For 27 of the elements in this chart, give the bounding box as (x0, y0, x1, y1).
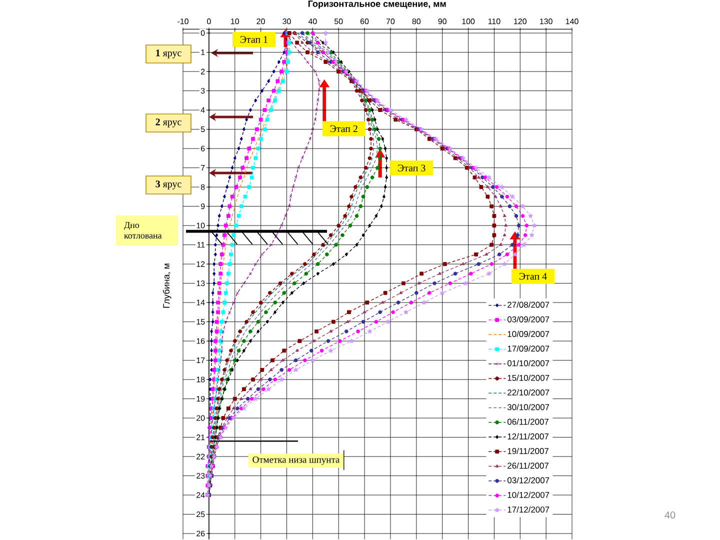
text: 3 ярус (156, 180, 182, 190)
legend-label: 03/12/2007 (507, 477, 550, 484)
annotation: Этап 2 (330, 125, 358, 132)
ref-line-label: Отметка низа шпунта (252, 456, 340, 465)
legend-label: 12/11/2007 (508, 433, 548, 440)
legend-label: 27/08/2007 (508, 302, 550, 308)
legend-label: 01/10/2007 (507, 360, 550, 366)
legend-label: 17/09/2007 (508, 345, 550, 352)
annotation: Этап 4 (519, 272, 547, 280)
text: 2 ярус (156, 118, 182, 128)
legend-label: 26/11/2007 (508, 462, 548, 469)
legend-label: 19/11/2007 (508, 448, 548, 454)
y-axis-title: Глубина, м (162, 264, 172, 308)
annotation: Этап 3 (398, 164, 426, 172)
legend-label: 17/12/2007 (508, 506, 550, 513)
x-axis-title: Горизонтальное смещение, мм (308, 0, 446, 9)
legend-label: 15/10/2007 (508, 374, 550, 381)
text: 40 (664, 511, 676, 519)
legend-label: 10/12/2007 (508, 492, 550, 498)
legend-label: 22/10/2007 (508, 389, 550, 396)
legend-label: 10/09/2007 (508, 330, 550, 337)
annotation: Этап 1 (240, 36, 268, 43)
text: 1 ярус (156, 50, 182, 58)
legend-label: 30/10/2007 (507, 404, 550, 410)
ref-line-label: Дно котлована (124, 222, 162, 239)
legend-label: 03/09/2007 (507, 316, 550, 322)
legend-label: 06/11/2007 (507, 418, 548, 425)
